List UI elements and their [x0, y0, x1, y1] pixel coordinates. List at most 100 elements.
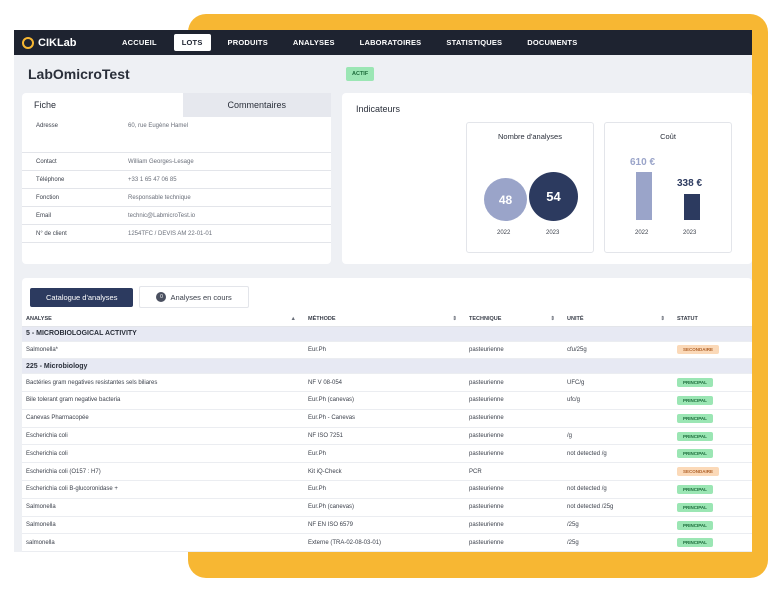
cell-unite — [563, 409, 673, 428]
column-label: ANALYSE — [26, 315, 52, 322]
cell-statut: PRINCIPAL — [673, 498, 752, 517]
field-row: Adresse 60, rue Eugène Hamel — [22, 117, 331, 153]
table-row[interactable]: Escherichia coli NF ISO 7251 pasteurienne /… — [22, 427, 752, 446]
table-row[interactable]: Bile tolerant gram negative bacteria Eur.… — [22, 391, 752, 410]
table-row[interactable]: Escherichia coli Eur.Ph pasteurienne not de… — [22, 444, 752, 464]
field-value: 1254TFC / DEVIS AM 22-01-01 — [128, 230, 213, 237]
column-label: MÉTHODE — [308, 315, 336, 322]
column-label: STATUT — [677, 315, 698, 322]
column-header-1[interactable]: MÉTHODE ⇕ — [304, 312, 465, 327]
cell-analyse: Bile tolerant gram negative bacteria — [22, 391, 304, 410]
tab-fiche[interactable]: Fiche — [34, 100, 57, 110]
cell-methode: Eur.Ph — [304, 341, 465, 360]
column-header-4[interactable]: STATUT — [673, 312, 752, 327]
cell-technique: pasteurienne — [465, 373, 563, 393]
column-header-0[interactable]: ANALYSE ▲ — [22, 312, 304, 327]
nav-item-analyses[interactable]: ANALYSES — [292, 38, 335, 47]
cell-technique: pasteurienne — [465, 427, 563, 446]
cell-methode: Kit iQ-Check — [304, 462, 465, 482]
sort-icon[interactable]: ⇕ — [660, 315, 665, 322]
cell-analyse: salmonella — [22, 533, 304, 552]
catalog-card: Catalogue d'analyses 0 Analyses en cours… — [22, 278, 752, 552]
cost-2022-year: 2022 — [635, 230, 649, 236]
analyses-2022-bubble: 48 — [484, 178, 527, 221]
cell-methode: Eur.Ph - Canevas — [304, 409, 465, 428]
tab-catalogue[interactable]: Catalogue d'analyses — [30, 287, 134, 307]
analyses-2023-year: 2023 — [546, 230, 560, 236]
column-label: UNITÉ — [567, 315, 584, 322]
cell-statut: SECONDAIRE — [673, 462, 752, 482]
column-header-2[interactable]: TECHNIQUE ⇕ — [465, 312, 563, 327]
table-row[interactable]: Escherichia coli (O157 : H7) Kit iQ-Check… — [22, 462, 752, 482]
nav-item-statistiques[interactable]: STATISTIQUES — [446, 38, 503, 47]
cell-methode: Externe (TRA-02-08-03-01) — [304, 533, 465, 552]
cost-2022-bar — [636, 172, 652, 220]
analyses-2022-year: 2022 — [497, 230, 511, 236]
table-row[interactable]: Salmonella* Eur.Ph pasteurienne cfu/25g SECO… — [22, 341, 752, 360]
tab-analyses-en-cours[interactable]: 0 Analyses en cours — [139, 286, 249, 308]
logo-text: CIKLab — [38, 36, 77, 49]
table-row[interactable]: Salmonella NF EN ISO 6579 pasteurienne/25g… — [22, 516, 752, 535]
cell-technique: pasteurienne — [465, 341, 563, 360]
table-row[interactable]: Canevas Pharmacopée Eur.Ph - Canevas paste… — [22, 409, 752, 428]
cell-technique: pasteurienne — [465, 444, 563, 464]
status-badge: PRINCIPAL — [677, 378, 713, 388]
status-badge: PRINCIPAL — [677, 484, 713, 494]
group-row: 5 - MICROBIOLOGICAL ACTIVITY — [22, 326, 752, 342]
sort-icon[interactable]: ⇕ — [452, 315, 457, 322]
cell-statut: PRINCIPAL — [673, 391, 752, 410]
nav-item-documents[interactable]: DOCUMENTS — [527, 38, 578, 47]
cell-statut: PRINCIPAL — [673, 373, 752, 393]
cost-2023-bar — [684, 194, 700, 220]
column-header-3[interactable]: UNITÉ ⇕ — [563, 312, 673, 327]
field-value: +33 1 65 47 06 85 — [128, 176, 177, 183]
field-label: Email — [36, 212, 52, 219]
status-badge: PRINCIPAL — [677, 449, 713, 459]
nav-item-lots[interactable]: LOTS — [173, 34, 211, 51]
status-badge: PRINCIPAL — [677, 502, 713, 512]
field-value[interactable]: 60, rue Eugène Hamel — [128, 123, 189, 129]
tab-label: Analyses en cours — [170, 292, 232, 302]
field-value: technic@LabmicroTest.io — [128, 212, 196, 219]
cell-methode: NF ISO 7251 — [304, 427, 465, 446]
cell-unite: /25g — [563, 516, 673, 535]
cell-analyse: Salmonella — [22, 498, 304, 517]
cell-analyse: Canevas Pharmacopée — [22, 409, 304, 428]
indicators-title: Indicateurs — [356, 104, 401, 114]
table-row[interactable]: salmonella Externe (TRA-02-08-03-01) paste… — [22, 533, 752, 552]
field-label: Contact — [36, 158, 57, 165]
cell-technique: PCR — [465, 462, 563, 482]
table-row[interactable]: Bactéries gram negatives resistantes sel… — [22, 373, 752, 393]
group-label: 5 - MICROBIOLOGICAL ACTIVITY — [22, 326, 752, 342]
cell-statut: PRINCIPAL — [673, 409, 752, 428]
cell-methode: NF EN ISO 6579 — [304, 516, 465, 535]
cell-statut: PRINCIPAL — [673, 533, 752, 552]
cell-technique: pasteurienne — [465, 533, 563, 552]
field-row: Téléphone +33 1 65 47 06 85 — [22, 171, 331, 189]
cell-technique: pasteurienne — [465, 409, 563, 428]
fiche-card: Fiche Commentaires Adresse 60, rue Eugène… — [22, 93, 331, 264]
field-value: Responsable technique — [128, 194, 191, 201]
cell-technique: pasteurienne — [465, 391, 563, 410]
field-row: Fonction Responsable technique — [22, 189, 331, 207]
logo: CIKLab — [22, 36, 114, 49]
field-label: Adresse — [36, 123, 59, 129]
table-row[interactable]: Salmonella Eur.Ph (canevas) pasteurienne no… — [22, 498, 752, 517]
cell-unite: not detected /g — [563, 444, 673, 464]
cell-methode: Eur.Ph — [304, 480, 465, 499]
analyses-count-card: Nombre d'analyses 48 54 2022 2023 — [466, 122, 594, 253]
sort-icon[interactable]: ⇕ — [550, 315, 555, 322]
nav-item-accueil[interactable]: ACCUEIL — [122, 38, 157, 47]
nav-item-produits[interactable]: PRODUITS — [227, 38, 268, 47]
group-label: 225 - Microbiology — [22, 358, 752, 375]
field-label: Fonction — [36, 194, 60, 201]
indicators-card: Indicateurs Nombre d'analyses 48 54 2022… — [342, 93, 752, 264]
field-row: N° de client 1254TFC / DEVIS AM 22-01-01 — [22, 225, 331, 243]
nav-item-laboratoires[interactable]: LABORATOIRES — [359, 38, 422, 47]
analyses-count-title: Nombre d'analyses — [498, 132, 562, 141]
cell-methode: Eur.Ph (canevas) — [304, 391, 465, 410]
tab-commentaires[interactable]: Commentaires — [182, 93, 331, 117]
sort-icon[interactable]: ▲ — [290, 315, 296, 322]
table-row[interactable]: Escherichia coli B-glucoronidase + Eur.Ph… — [22, 480, 752, 499]
cell-analyse: Escherichia coli B-glucoronidase + — [22, 480, 304, 499]
